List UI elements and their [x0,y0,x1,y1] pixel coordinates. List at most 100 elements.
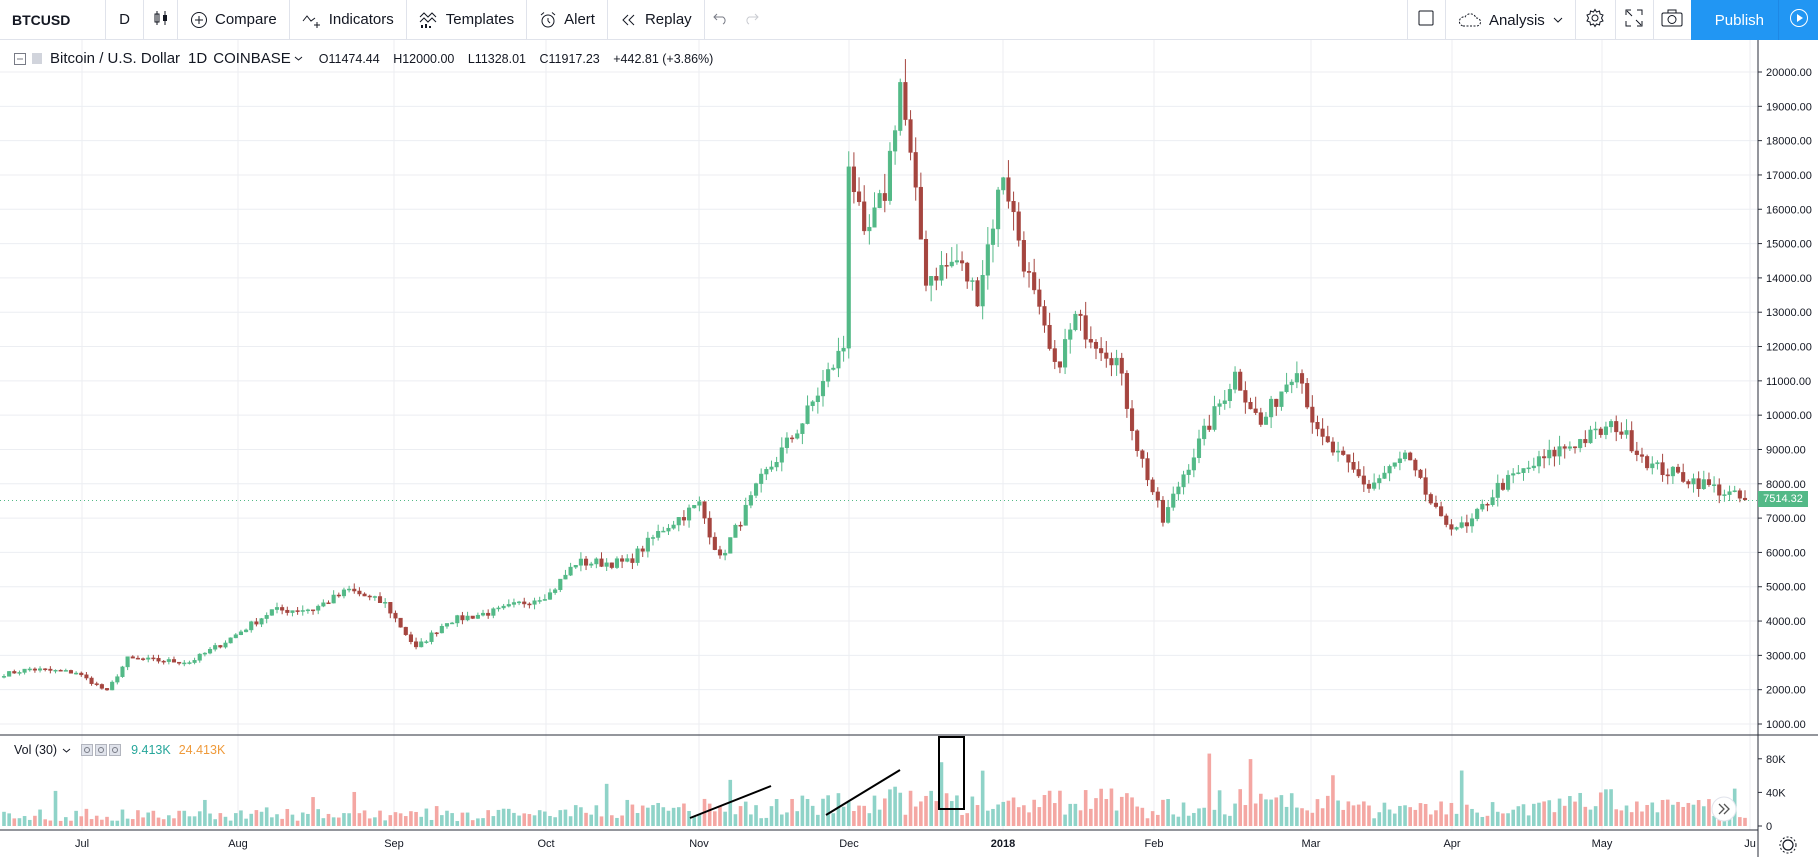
candle-body [1150,479,1155,493]
publish-play-button[interactable] [1778,0,1818,40]
chevron-down-icon[interactable] [294,55,303,62]
candle-body [269,609,274,616]
chart-axes: 20000.00 19000.00 18000.00 17000.00 16000.00… [0,40,1818,857]
candle-body [414,641,419,648]
symbol-exchange[interactable]: COINBASE [213,50,291,67]
candle-body [1114,357,1119,366]
candle-body [815,395,820,403]
candle-body [1191,457,1196,471]
volume-bar [326,813,331,826]
settings-small-icon[interactable] [95,744,108,756]
change-value: +442.81 (+3.86%) [613,51,714,66]
symbol-search-button[interactable]: BTCUSD [0,0,106,40]
settings-button[interactable] [1574,0,1615,40]
volume-bar [713,811,717,826]
volume-bar [1027,812,1031,826]
candle-body [1552,449,1557,457]
candle-body [702,501,707,519]
volume-bar [233,813,238,826]
candle-body [522,601,527,605]
candle-body [177,661,182,664]
alert-button[interactable]: Alert [527,0,608,40]
candle-body [578,558,583,566]
candle-body [94,683,99,685]
compare-button[interactable]: Compare [178,0,290,40]
candle-body [1269,398,1274,418]
candle-body [32,668,37,671]
volume-bar [1392,813,1397,826]
indicators-button[interactable]: Indicators [290,0,407,40]
candle-body [326,602,331,605]
candle-body [728,537,733,554]
volume-bar [161,819,166,826]
chart-type-button[interactable] [144,0,178,40]
candle-body [1480,503,1485,510]
volume-bar [342,813,346,826]
candle-body [1279,391,1284,407]
volume-bar [1604,789,1608,826]
volume-bar [357,813,362,826]
collapse-icon[interactable] [14,52,26,65]
volume-bar [651,805,655,826]
volume-bar [707,803,712,826]
volume-bar [130,819,135,826]
eye-icon[interactable] [81,744,94,756]
candlestick-icon [152,9,170,31]
volume-bar [568,816,573,826]
candle-body [1742,497,1748,501]
chevron-down-icon[interactable] [62,747,71,754]
candle-body [290,610,295,613]
candle-body [408,634,413,642]
candle-body [1722,494,1727,496]
candle-body [398,617,403,628]
replay-button[interactable]: Replay [608,0,705,40]
candle-body [733,524,738,538]
volume-bar [1104,799,1109,826]
volume-bar [1506,813,1510,826]
candle-body [1655,462,1660,465]
candle-body [166,659,171,662]
candle-body [692,505,697,509]
candle-body [1366,483,1372,489]
publish-button[interactable]: Publish [1690,0,1778,40]
undo-icon[interactable] [712,11,729,29]
candle-body [17,672,22,674]
candle-body [1475,508,1480,519]
volume-study-label[interactable]: Vol (30) [14,743,58,757]
volume-bar [1676,801,1680,826]
candle-body [79,672,84,676]
candle-body [1294,373,1299,383]
analysis-button[interactable]: Analysis [1444,0,1575,40]
templates-button[interactable]: Templates [407,0,528,40]
volume-bar [805,799,810,826]
interval-button[interactable]: D [106,0,144,40]
gear-icon[interactable] [1782,839,1794,851]
candle-body [1609,421,1614,428]
candle-body [207,648,213,654]
snapshot-button[interactable] [1652,0,1691,40]
candle-body [1372,482,1377,489]
candle-body [264,615,269,619]
fullscreen-button[interactable] [1614,0,1653,40]
candle-body [712,536,717,550]
volume-bar [1068,803,1073,826]
volume-bar [1619,810,1624,826]
select-layout-button[interactable] [1406,0,1445,40]
candle-body [800,423,805,434]
redo-icon[interactable] [743,11,759,29]
candle-body [826,369,831,382]
candle-body [1511,473,1516,476]
volume-bar [1016,807,1021,826]
candle-body [625,558,630,562]
volume-bar [347,813,351,826]
candle-body [1402,452,1408,460]
candle-body [1572,446,1578,449]
candle-body [1500,482,1505,490]
volume-bar [419,816,424,826]
close-small-icon[interactable] [109,744,122,756]
price-tick-label: 10000.00 [1766,410,1812,422]
volume-bar [1336,800,1340,826]
candle-body [1418,469,1423,478]
volume-bar [769,806,774,826]
